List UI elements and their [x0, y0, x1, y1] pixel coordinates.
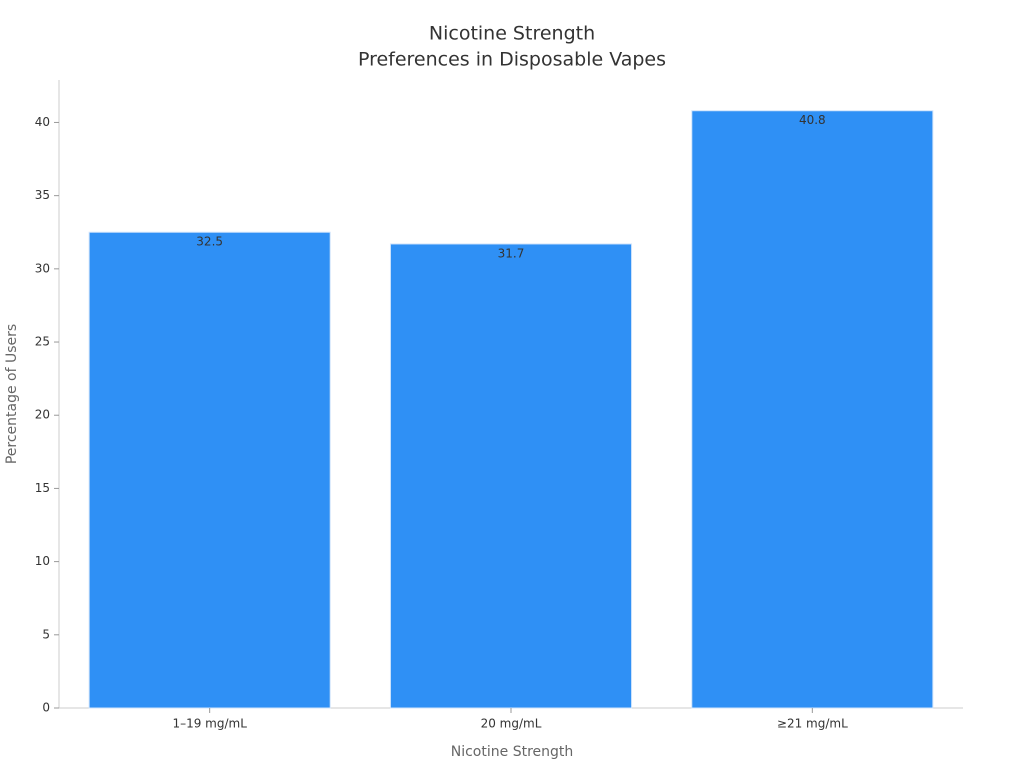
- x-tick-label: ≥21 mg/mL: [777, 717, 848, 731]
- value-label: 32.5: [196, 235, 223, 249]
- chart-title: Preferences in Disposable Vapes: [358, 49, 666, 71]
- y-tick-label: 40: [35, 115, 50, 129]
- bar: [389, 243, 633, 709]
- value-label: 40.8: [799, 113, 826, 127]
- y-tick-label: 35: [35, 188, 50, 202]
- y-tick-label: 5: [42, 627, 50, 641]
- bar: [691, 110, 934, 709]
- x-tick-label: 1–19 mg/mL: [172, 717, 247, 731]
- y-axis-title: Percentage of Users: [4, 324, 20, 464]
- y-tick-label: 0: [42, 701, 50, 715]
- y-tick-label: 25: [35, 335, 50, 349]
- bar: [88, 231, 331, 709]
- x-axis-title: Nicotine Strength: [451, 744, 574, 760]
- x-tick-label: 20 mg/mL: [481, 717, 542, 731]
- y-tick-label: 30: [35, 261, 50, 275]
- value-label: 31.7: [498, 246, 525, 260]
- y-tick-label: 15: [35, 481, 50, 495]
- y-tick-label: 20: [35, 408, 50, 422]
- y-tick-label: 10: [35, 554, 50, 568]
- chart-title: Nicotine Strength: [429, 23, 595, 45]
